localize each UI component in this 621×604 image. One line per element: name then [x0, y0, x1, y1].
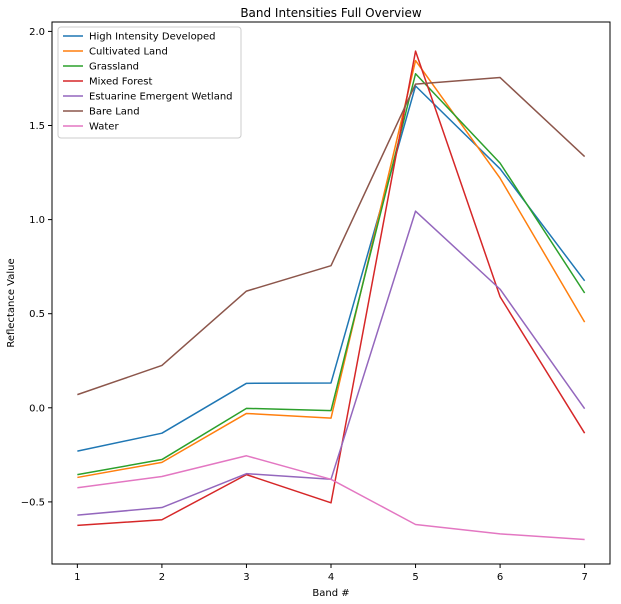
series-line-1	[77, 85, 586, 452]
legend-label: Cultivated Land	[89, 47, 168, 58]
legend: High Intensity Developed Cultivated Land G…	[57, 26, 242, 139]
x-tick-label: 2	[159, 572, 165, 583]
legend-label: Grassland	[89, 62, 139, 73]
legend-label: Water	[89, 122, 119, 133]
y-tick-label: 2.0	[29, 27, 45, 38]
y-tick-label: 1.5	[29, 121, 45, 132]
chart-title: Band Intensities Full Overview	[240, 6, 422, 20]
series-line-6	[77, 76, 586, 396]
axes-layer: 1 2 3 4 5 6 7 −0.5 0.0 0.5 1.0 1.5 2.0	[21, 21, 611, 583]
x-tick-label: 3	[243, 572, 249, 583]
series-line-2	[77, 59, 586, 479]
legend-frame	[57, 26, 242, 139]
series-line-4	[77, 50, 586, 527]
x-tick-label: 6	[497, 572, 503, 583]
y-axis-title: Reflectance Value	[6, 258, 17, 347]
legend-label: Mixed Forest	[89, 77, 152, 88]
series-line-7	[77, 455, 585, 541]
x-tick-label: 4	[328, 572, 334, 583]
legend-label: Estuarine Emergent Wetland	[89, 92, 233, 103]
y-tick-label: 0.0	[29, 403, 45, 414]
y-tick-label: −0.5	[21, 497, 45, 508]
y-tick-label: 0.5	[29, 309, 45, 320]
series-line-3	[77, 73, 586, 476]
x-tick-label: 5	[412, 572, 418, 583]
x-tick-label: 1	[74, 572, 80, 583]
legend-label: Bare Land	[89, 107, 140, 118]
x-tick-label: 7	[581, 572, 587, 583]
legend-label: High Intensity Developed	[89, 32, 216, 43]
series-layer	[77, 50, 586, 541]
y-tick-label: 1.0	[29, 215, 45, 226]
x-axis-title: Band #	[312, 588, 349, 599]
